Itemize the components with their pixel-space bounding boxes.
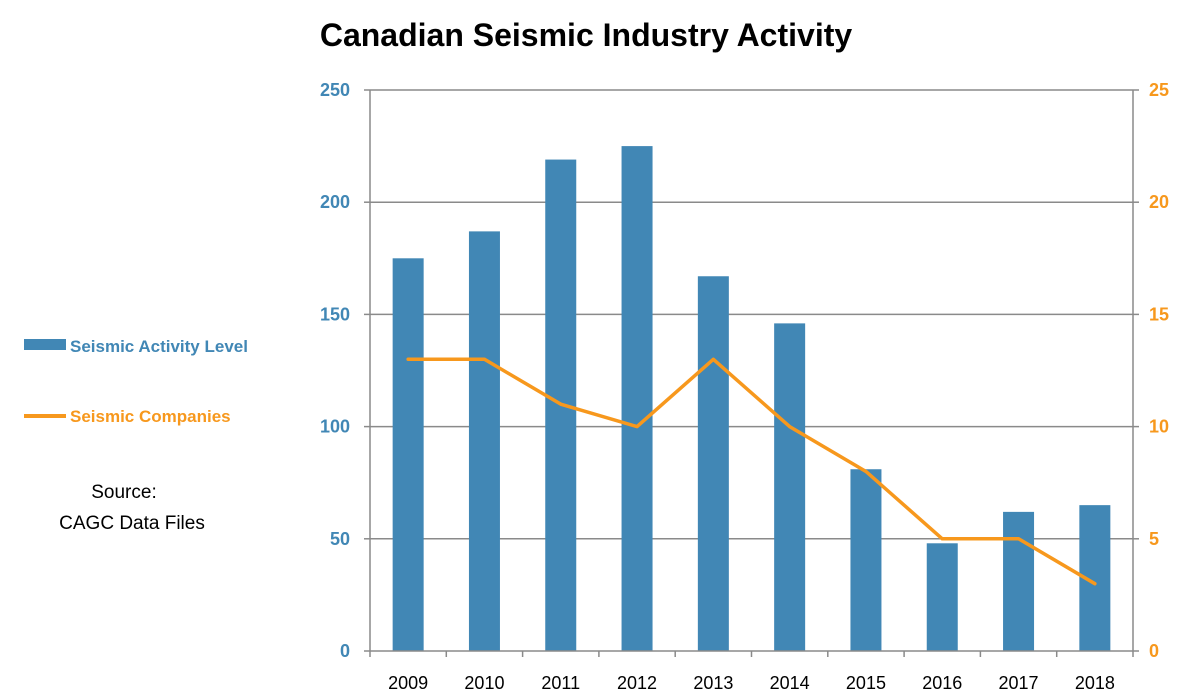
tick-labels: 0 50 100 150 200 250 0 5 10 15 20 25 2009 2010 2011 201… (320, 80, 1169, 693)
y-right-tick-label: 0 (1149, 641, 1159, 661)
point-companies-2013 (711, 357, 715, 361)
y-left-tick-label: 250 (320, 80, 350, 100)
point-companies-2009 (406, 357, 410, 361)
point-companies-2014 (788, 425, 792, 429)
source-name: CAGC Data Files (59, 513, 205, 534)
y-right-tick-label: 5 (1149, 529, 1159, 549)
y-right-tick-label: 15 (1149, 304, 1169, 324)
y-right-tick-label: 20 (1149, 192, 1169, 212)
legend-label-activity: Seismic Activity Level (70, 337, 248, 356)
x-tick-label: 2014 (770, 673, 810, 693)
point-companies-2010 (482, 357, 486, 361)
legend: Seismic Activity Level Seismic Companies (24, 337, 248, 426)
chart-title: Canadian Seismic Industry Activity (320, 17, 853, 53)
point-companies-2016 (940, 537, 944, 541)
bar-2012 (621, 146, 653, 651)
x-tick-label: 2018 (1075, 673, 1115, 693)
y-left-tick-label: 0 (340, 641, 350, 661)
bar-2014 (774, 323, 806, 651)
point-companies-2012 (635, 425, 639, 429)
x-tick-label: 2016 (922, 673, 962, 693)
x-tick-label: 2009 (388, 673, 428, 693)
x-tick-label: 2011 (541, 673, 580, 693)
point-companies-2011 (559, 402, 563, 406)
legend-label-companies: Seismic Companies (70, 407, 231, 426)
point-companies-2017 (1017, 537, 1021, 541)
bar-2013 (697, 276, 729, 651)
x-tick-label: 2015 (846, 673, 886, 693)
source-label: Source: (91, 482, 156, 503)
point-companies-2015 (864, 469, 868, 473)
bar-2015 (850, 469, 882, 651)
y-left-tick-label: 200 (320, 192, 350, 212)
bars (392, 146, 1111, 651)
y-right-tick-label: 25 (1149, 80, 1169, 100)
point-companies-2018 (1093, 582, 1097, 586)
line-seismic-companies (406, 357, 1097, 586)
x-tick-label: 2010 (464, 673, 504, 693)
axes (364, 89, 1139, 657)
bar-2017 (1003, 511, 1035, 651)
x-tick-label: 2017 (999, 673, 1039, 693)
bar-2010 (468, 231, 500, 651)
bar-2016 (926, 543, 958, 651)
companies-line (406, 357, 1097, 586)
y-left-tick-label: 50 (330, 529, 350, 549)
x-tick-label: 2013 (693, 673, 733, 693)
y-right-tick-label: 10 (1149, 417, 1169, 437)
source-note: Source: CAGC Data Files (59, 482, 205, 534)
x-tick-label: 2012 (617, 673, 657, 693)
bar-2009 (392, 258, 424, 651)
y-left-tick-label: 150 (320, 304, 350, 324)
y-left-tick-label: 100 (320, 417, 350, 437)
legend-swatch-activity (24, 339, 66, 350)
